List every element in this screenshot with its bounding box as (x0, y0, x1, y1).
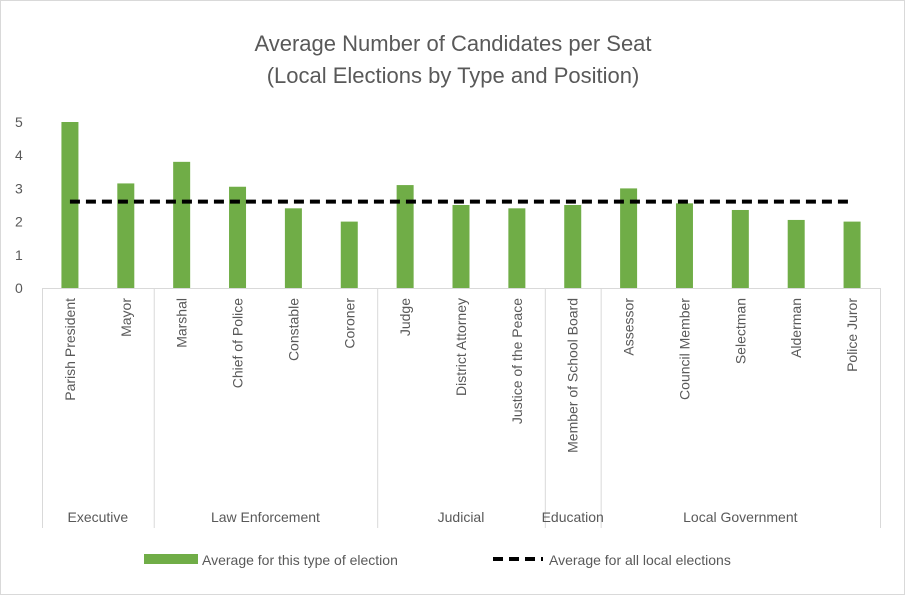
legend-bar-label: Average for this type of election (202, 552, 398, 568)
category-label: Alderman (788, 298, 804, 358)
y-tick-label: 0 (15, 280, 23, 296)
chart-title-line-2: (Local Elections by Type and Position) (267, 63, 640, 88)
category-label: Mayor (118, 298, 134, 337)
group-label: Local Government (683, 509, 798, 525)
category-label: Parish President (62, 298, 78, 401)
bar (508, 208, 526, 288)
category-label: District Attorney (453, 298, 469, 396)
bar (173, 161, 191, 288)
bar (117, 183, 135, 288)
group-label: Education (542, 509, 604, 525)
y-tick-label: 2 (15, 214, 23, 230)
category-label: Judge (397, 298, 413, 336)
category-label: Chief of Police (230, 298, 246, 388)
bar (61, 122, 79, 288)
bar (731, 209, 749, 288)
category-label: Constable (285, 298, 301, 361)
category-label: Justice of the Peace (509, 298, 525, 424)
category-label: Coroner (341, 298, 357, 349)
y-tick-label: 1 (15, 247, 23, 263)
bar (340, 221, 358, 288)
category-label: Assessor (621, 298, 637, 356)
bar (787, 219, 805, 288)
group-label: Law Enforcement (211, 509, 320, 525)
category-label: Police Juror (844, 298, 860, 372)
y-tick-label: 5 (15, 114, 23, 130)
bar (229, 186, 247, 288)
category-label: Member of School Board (565, 298, 581, 453)
bar (564, 205, 582, 288)
chart-title-line-1: Average Number of Candidates per Seat (254, 31, 651, 56)
category-label: Marshal (174, 298, 190, 348)
bar (396, 185, 414, 288)
bar (675, 203, 693, 288)
y-tick-label: 3 (15, 180, 23, 196)
legend: Average for this type of election Averag… (144, 552, 731, 568)
plot-area: 0 1 2 3 4 5 Parish President Mayor Marshal Chief … (15, 114, 881, 528)
group-label: Executive (68, 509, 129, 525)
bar (620, 188, 638, 288)
legend-line-label: Average for all local elections (549, 552, 731, 568)
legend-bar-swatch (144, 554, 198, 564)
category-label: Selectman (732, 298, 748, 364)
category-label: Council Member (676, 298, 692, 400)
bar (284, 208, 302, 288)
y-tick-label: 4 (15, 147, 23, 163)
bar (843, 221, 861, 288)
bar (452, 205, 470, 288)
group-label: Judicial (438, 509, 485, 525)
